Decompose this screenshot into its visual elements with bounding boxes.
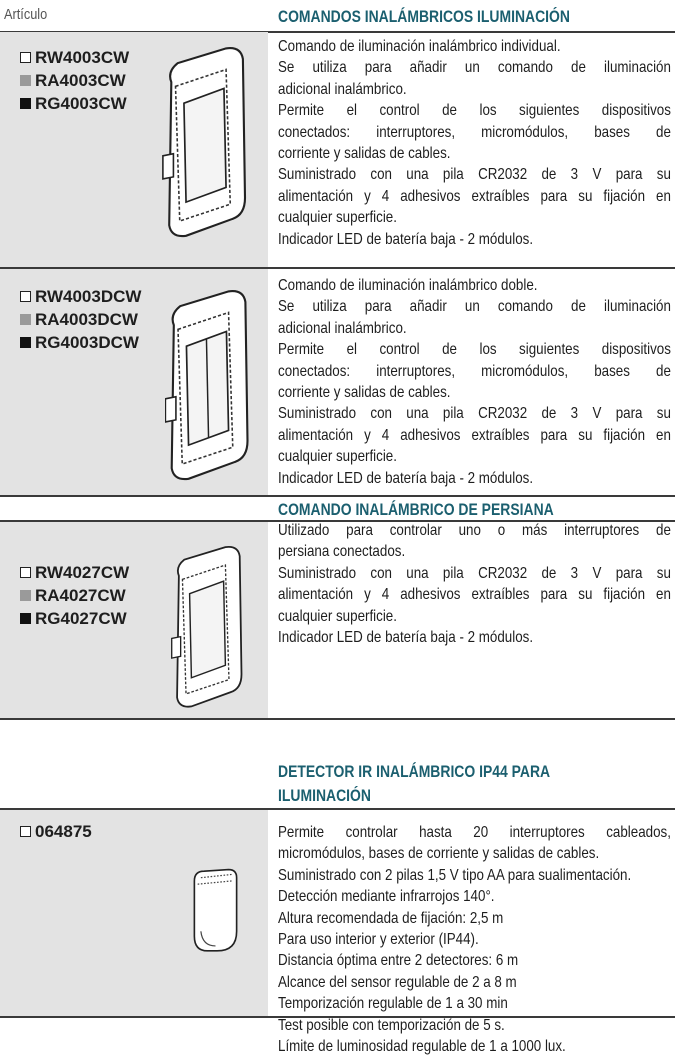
description-line: corriente y salidas de cables. [278, 145, 451, 163]
description-line: Indicador LED de batería baja - 2 módulo… [278, 629, 534, 647]
divider [0, 718, 675, 720]
description-line: alimentación y 4 adhesivos extraíbles pa… [278, 426, 671, 444]
product-code: RW4003DCW [20, 286, 141, 308]
divider [0, 31, 675, 33]
divider [0, 520, 675, 522]
divider [0, 267, 675, 269]
description-line: adicional inalámbrico. [278, 80, 407, 98]
product-code: RA4003CW [20, 70, 126, 92]
finish-swatch [20, 613, 31, 624]
description-line: Indicador LED de batería baja - 2 módulo… [278, 230, 534, 248]
description: Permite controlar hasta 20 interruptores… [278, 822, 671, 1057]
description-line: Altura recomendada de fijación: 2,5 m [278, 909, 504, 927]
description-line: cualquier superficie. [278, 607, 397, 625]
section-title: COMANDOS INALÁMBRICOS ILUMINACIÓN [278, 7, 570, 26]
column-label: Artículo [4, 6, 48, 23]
product-code: RA4027CW [20, 585, 126, 607]
divider [0, 495, 675, 497]
code-text: RW4003DCW [35, 287, 142, 306]
description-line: Detección mediante infrarrojos 140°. [278, 888, 495, 906]
divider [0, 1016, 675, 1018]
description-line: Permite el control de los siguientes dis… [278, 102, 671, 120]
description-line: Comando de iluminación inalámbrico indiv… [278, 38, 561, 55]
section-title: DETECTOR IR INALÁMBRICO IP44 PARA [278, 762, 551, 781]
description-line: Permite el control de los siguientes dis… [278, 341, 671, 359]
description-line: Suministrado con 2 pilas 1,5 V tipo AA p… [278, 866, 632, 884]
description-line: conectados: interruptores, micromódulos,… [278, 123, 671, 141]
product-image [193, 868, 238, 952]
code-text: RG4003DCW [35, 333, 139, 352]
divider [0, 808, 675, 810]
description-line: cualquier superficie. [278, 209, 397, 227]
code-text: RW4003CW [35, 48, 130, 67]
description-line: Se utiliza para añadir un comando de ilu… [278, 298, 671, 316]
code-text: RG4027CW [35, 609, 127, 628]
product-code: RG4027CW [20, 608, 127, 630]
description-line: alimentación y 4 adhesivos extraíbles pa… [278, 187, 671, 205]
product-code: RW4027CW [20, 562, 129, 584]
description-line: Se utiliza para añadir un comando de ilu… [278, 59, 671, 77]
finish-swatch [20, 567, 31, 578]
description-line: corriente y salidas de cables. [278, 384, 451, 402]
description-line: alimentación y 4 adhesivos extraíbles pa… [278, 586, 671, 604]
finish-swatch [20, 826, 31, 837]
description-line: Alcance del sensor regulable de 2 a 8 m [278, 973, 517, 991]
description-line: Utilizado para controlar uno o más inter… [278, 522, 671, 539]
description-line: adicional inalámbrico. [278, 319, 407, 337]
description-line: Límite de luminosidad regulable de 1 a 1… [278, 1038, 566, 1056]
finish-swatch [20, 337, 31, 348]
description-line: Permite controlar hasta 20 interruptores… [278, 824, 671, 841]
description-line: micromódulos, bases de corriente y salid… [278, 845, 600, 863]
description-line: Distancia óptima entre 2 detectores: 6 m [278, 952, 519, 970]
description-line: Suministrado con una pila CR2032 de 3 V … [278, 564, 671, 582]
product-image [171, 546, 243, 708]
finish-swatch [20, 291, 31, 302]
product-image [162, 47, 247, 238]
section-title: COMANDO INALÁMBRICO DE PERSIANA [278, 500, 554, 519]
page: Artículo COMANDOS INALÁMBRICOS ILUMINACI… [0, 6, 675, 1056]
description-line: persiana conectados. [278, 543, 406, 561]
description: Comando de iluminación inalámbrico doble… [278, 275, 671, 489]
product-code: RA4003DCW [20, 309, 138, 331]
finish-swatch [20, 98, 31, 109]
code-text: 064875 [35, 822, 92, 841]
finish-swatch [20, 75, 31, 86]
description-line: Suministrado con una pila CR2032 de 3 V … [278, 166, 671, 184]
description-line: cualquier superficie. [278, 448, 397, 466]
description-line: Test posible con temporización de 5 s. [278, 1016, 505, 1034]
code-text: RA4003DCW [35, 310, 138, 329]
description-line: Comando de iluminación inalámbrico doble… [278, 277, 538, 294]
code-text: RA4027CW [35, 586, 126, 605]
section-title: ILUMINACIÓN [278, 786, 371, 805]
product-code: RG4003CW [20, 93, 127, 115]
product-code: RW4003CW [20, 47, 129, 69]
description-line: Temporización regulable de 1 a 30 min [278, 995, 508, 1013]
product-code: RG4003DCW [20, 332, 139, 354]
finish-swatch [20, 314, 31, 325]
product-image [165, 290, 249, 481]
code-text: RG4003CW [35, 94, 127, 113]
product-code: 064875 [20, 821, 92, 843]
description-line: Suministrado con una pila CR2032 de 3 V … [278, 405, 671, 423]
code-text: RW4027CW [35, 563, 130, 582]
code-text: RA4003CW [35, 71, 126, 90]
description-line: Indicador LED de batería baja - 2 módulo… [278, 469, 534, 487]
description: Utilizado para controlar uno o más inter… [278, 520, 671, 648]
description-line: Para uso interior y exterior (IP44). [278, 931, 479, 949]
finish-swatch [20, 590, 31, 601]
description-line: conectados: interruptores, micromódulos,… [278, 362, 671, 380]
finish-swatch [20, 52, 31, 63]
description: Comando de iluminación inalámbrico indiv… [278, 36, 671, 250]
